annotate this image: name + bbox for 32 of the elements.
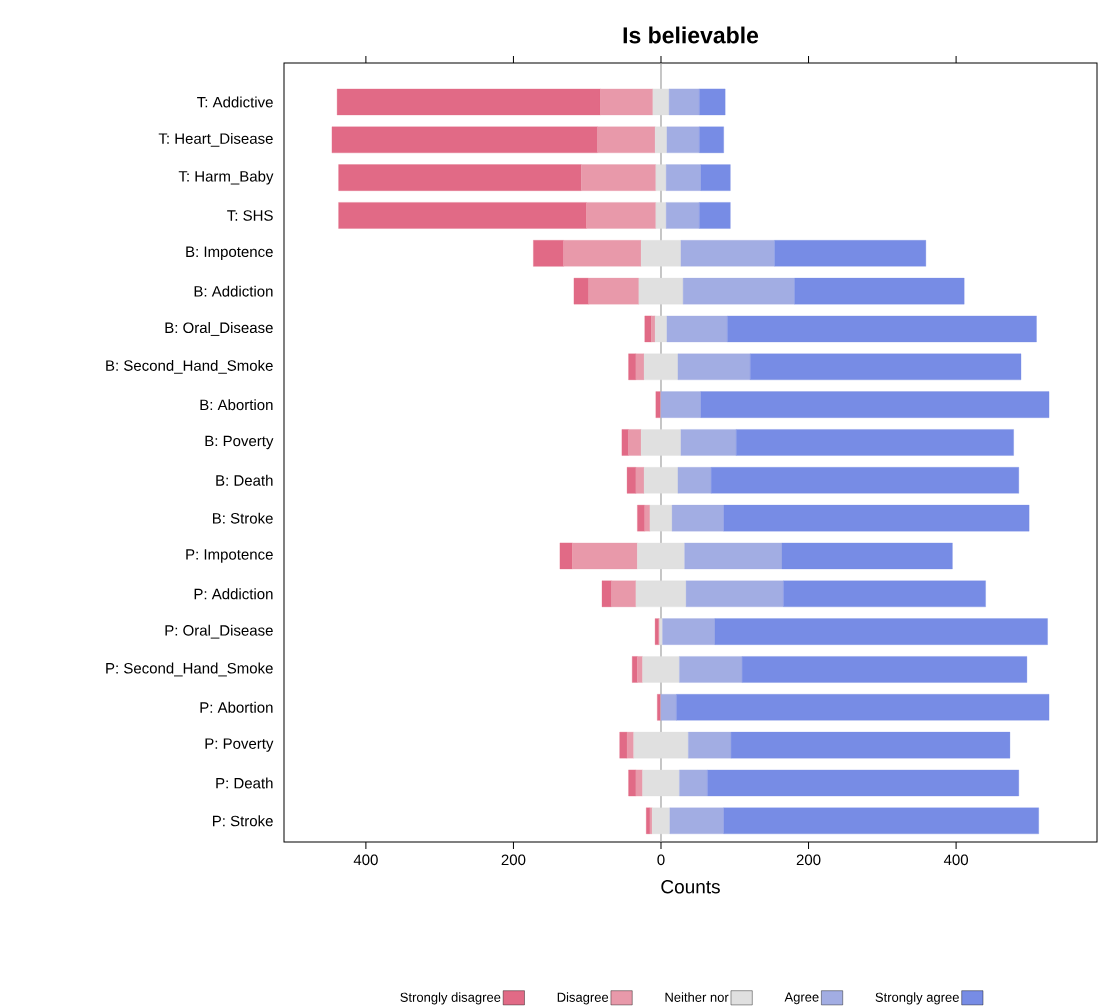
y-tick-label: B: Poverty	[205, 435, 274, 450]
y-tick-label: P: Death	[216, 777, 273, 789]
y-tick-label: T: SHS	[227, 210, 273, 221]
x-tick-label: 200	[501, 854, 526, 866]
y-tick-label: B: Death	[216, 474, 273, 486]
legend-label: Strongly disagree	[400, 992, 501, 1005]
y-tick-label: P: Oral_Disease	[165, 624, 273, 639]
x-tick-label: 400	[353, 854, 378, 866]
y-tick-label: P: Addiction	[194, 588, 273, 600]
y-tick-label: P: Poverty	[205, 738, 274, 752]
y-tick-label: P: Second_Hand_Smoke	[106, 662, 273, 677]
y-tick-label: B: Impotence	[186, 246, 273, 260]
y-tick-label: B: Oral_Disease	[165, 321, 273, 336]
y-tick-label: B: Addiction	[194, 285, 273, 297]
legend-label: Neither nor	[665, 992, 729, 1002]
y-tick-label: T: Addictive	[197, 96, 273, 108]
x-tick-label: 400	[943, 854, 969, 866]
y-tick-label: B: Abortion	[200, 399, 273, 411]
legend-label: Strongly agree	[875, 992, 959, 1005]
y-tick-label: T: Harm_Baby	[178, 170, 274, 185]
legend-label: Agree	[784, 992, 819, 1005]
y-tick-label: T: Heart_Disease	[158, 132, 273, 147]
x-axis-title: Counts	[661, 879, 720, 894]
y-tick-label: P: Impotence	[186, 549, 273, 563]
x-tick-label: 0	[657, 854, 665, 866]
legend-label: Disagree	[557, 992, 609, 1005]
y-tick-label: P: Stroke	[213, 815, 273, 827]
y-tick-label: B: Second_Hand_Smoke	[106, 359, 273, 374]
y-tick-label: P: Abortion	[200, 701, 273, 713]
y-tick-label: B: Stroke	[213, 512, 273, 524]
x-tick-label: 200	[796, 854, 821, 866]
chart-title: Is believable	[623, 26, 759, 44]
